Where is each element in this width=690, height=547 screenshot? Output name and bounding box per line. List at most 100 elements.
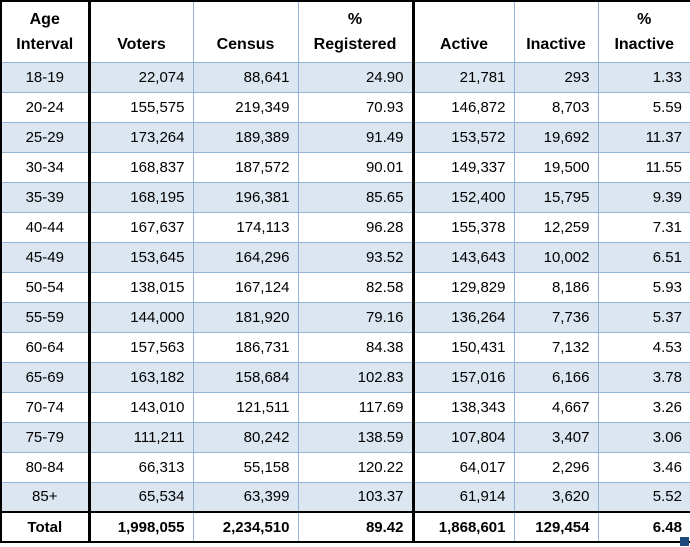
cell-age-interval[interactable]: 70-74 bbox=[0, 391, 91, 423]
cell-pct-inactive[interactable]: 3.26 bbox=[597, 391, 690, 423]
cell-total-census[interactable]: 2,234,510 bbox=[192, 511, 299, 543]
cell-pct-inactive[interactable]: 4.53 bbox=[597, 331, 690, 363]
cell-pct-inactive[interactable]: 9.39 bbox=[597, 181, 690, 213]
cell-age-interval[interactable]: 65-69 bbox=[0, 361, 91, 393]
cell-inactive[interactable]: 10,002 bbox=[513, 241, 599, 273]
cell-active[interactable]: 64,017 bbox=[412, 451, 515, 483]
cell-active[interactable]: 107,804 bbox=[412, 421, 515, 453]
cell-voters[interactable]: 111,211 bbox=[88, 421, 194, 453]
cell-pct-registered[interactable]: 120.22 bbox=[297, 451, 415, 483]
cell-active[interactable]: 21,781 bbox=[412, 61, 515, 93]
cell-pct-inactive[interactable]: 5.52 bbox=[597, 481, 690, 513]
cell-active[interactable]: 138,343 bbox=[412, 391, 515, 423]
cell-pct-inactive[interactable]: 3.78 bbox=[597, 361, 690, 393]
cell-active[interactable]: 152,400 bbox=[412, 181, 515, 213]
cell-census[interactable]: 174,113 bbox=[192, 211, 299, 243]
cell-inactive[interactable]: 293 bbox=[513, 61, 599, 93]
cell-voters[interactable]: 157,563 bbox=[88, 331, 194, 363]
cell-age-interval[interactable]: 30-34 bbox=[0, 151, 91, 183]
header-pct-inactive[interactable]: % Inactive bbox=[597, 0, 690, 63]
cell-active[interactable]: 61,914 bbox=[412, 481, 515, 513]
cell-pct-registered[interactable]: 102.83 bbox=[297, 361, 415, 393]
cell-age-interval[interactable]: 75-79 bbox=[0, 421, 91, 453]
cell-total-pct-registered[interactable]: 89.42 bbox=[297, 511, 415, 543]
cell-active[interactable]: 155,378 bbox=[412, 211, 515, 243]
cell-active[interactable]: 157,016 bbox=[412, 361, 515, 393]
header-pct-registered[interactable]: % Registered bbox=[297, 0, 415, 63]
cell-census[interactable]: 186,731 bbox=[192, 331, 299, 363]
cell-voters[interactable]: 155,575 bbox=[88, 91, 194, 123]
cell-census[interactable]: 80,242 bbox=[192, 421, 299, 453]
cell-inactive[interactable]: 6,166 bbox=[513, 361, 599, 393]
cell-pct-registered[interactable]: 70.93 bbox=[297, 91, 415, 123]
cell-census[interactable]: 88,641 bbox=[192, 61, 299, 93]
cell-age-interval[interactable]: 80-84 bbox=[0, 451, 91, 483]
cell-census[interactable]: 196,381 bbox=[192, 181, 299, 213]
cell-age-interval[interactable]: 50-54 bbox=[0, 271, 91, 303]
cell-census[interactable]: 219,349 bbox=[192, 91, 299, 123]
cell-inactive[interactable]: 19,500 bbox=[513, 151, 599, 183]
cell-age-interval[interactable]: 60-64 bbox=[0, 331, 91, 363]
cell-pct-registered[interactable]: 85.65 bbox=[297, 181, 415, 213]
cell-age-interval[interactable]: 45-49 bbox=[0, 241, 91, 273]
cell-pct-inactive[interactable]: 11.55 bbox=[597, 151, 690, 183]
cell-pct-registered[interactable]: 93.52 bbox=[297, 241, 415, 273]
cell-pct-inactive[interactable]: 1.33 bbox=[597, 61, 690, 93]
cell-active[interactable]: 153,572 bbox=[412, 121, 515, 153]
cell-pct-registered[interactable]: 79.16 bbox=[297, 301, 415, 333]
cell-voters[interactable]: 168,195 bbox=[88, 181, 194, 213]
cell-age-interval[interactable]: 40-44 bbox=[0, 211, 91, 243]
cell-age-interval[interactable]: 20-24 bbox=[0, 91, 91, 123]
cell-census[interactable]: 158,684 bbox=[192, 361, 299, 393]
cell-pct-inactive[interactable]: 5.93 bbox=[597, 271, 690, 303]
cell-voters[interactable]: 144,000 bbox=[88, 301, 194, 333]
cell-voters[interactable]: 173,264 bbox=[88, 121, 194, 153]
cell-inactive[interactable]: 8,703 bbox=[513, 91, 599, 123]
header-inactive[interactable]: Inactive bbox=[513, 0, 599, 63]
cell-age-interval[interactable]: 55-59 bbox=[0, 301, 91, 333]
cell-census[interactable]: 181,920 bbox=[192, 301, 299, 333]
header-census[interactable]: Census bbox=[192, 0, 299, 63]
cell-voters[interactable]: 143,010 bbox=[88, 391, 194, 423]
cell-voters[interactable]: 22,074 bbox=[88, 61, 194, 93]
cell-inactive[interactable]: 12,259 bbox=[513, 211, 599, 243]
cell-active[interactable]: 146,872 bbox=[412, 91, 515, 123]
cell-pct-inactive[interactable]: 5.59 bbox=[597, 91, 690, 123]
cell-inactive[interactable]: 7,736 bbox=[513, 301, 599, 333]
cell-pct-registered[interactable]: 82.58 bbox=[297, 271, 415, 303]
cell-active[interactable]: 143,643 bbox=[412, 241, 515, 273]
cell-voters[interactable]: 138,015 bbox=[88, 271, 194, 303]
cell-total-active[interactable]: 1,868,601 bbox=[412, 511, 515, 543]
cell-inactive[interactable]: 8,186 bbox=[513, 271, 599, 303]
header-age-interval[interactable]: Age Interval bbox=[0, 0, 91, 63]
cell-pct-registered[interactable]: 84.38 bbox=[297, 331, 415, 363]
cell-pct-registered[interactable]: 96.28 bbox=[297, 211, 415, 243]
cell-active[interactable]: 129,829 bbox=[412, 271, 515, 303]
cell-voters[interactable]: 163,182 bbox=[88, 361, 194, 393]
cell-total-label[interactable]: Total bbox=[0, 511, 91, 543]
cell-census[interactable]: 121,511 bbox=[192, 391, 299, 423]
cell-inactive[interactable]: 3,407 bbox=[513, 421, 599, 453]
cell-census[interactable]: 167,124 bbox=[192, 271, 299, 303]
cell-total-inactive[interactable]: 129,454 bbox=[513, 511, 599, 543]
cell-census[interactable]: 55,158 bbox=[192, 451, 299, 483]
cell-census[interactable]: 63,399 bbox=[192, 481, 299, 513]
cell-age-interval[interactable]: 18-19 bbox=[0, 61, 91, 93]
cell-pct-inactive[interactable]: 7.31 bbox=[597, 211, 690, 243]
cell-pct-registered[interactable]: 90.01 bbox=[297, 151, 415, 183]
cell-pct-registered[interactable]: 24.90 bbox=[297, 61, 415, 93]
cell-pct-registered[interactable]: 103.37 bbox=[297, 481, 415, 513]
cell-inactive[interactable]: 4,667 bbox=[513, 391, 599, 423]
cell-age-interval[interactable]: 35-39 bbox=[0, 181, 91, 213]
cell-pct-registered[interactable]: 138.59 bbox=[297, 421, 415, 453]
cell-pct-inactive[interactable]: 3.06 bbox=[597, 421, 690, 453]
cell-pct-registered[interactable]: 117.69 bbox=[297, 391, 415, 423]
cell-pct-registered[interactable]: 91.49 bbox=[297, 121, 415, 153]
cell-age-interval[interactable]: 85+ bbox=[0, 481, 91, 513]
cell-total-voters[interactable]: 1,998,055 bbox=[88, 511, 194, 543]
cell-active[interactable]: 150,431 bbox=[412, 331, 515, 363]
header-voters[interactable]: Voters bbox=[88, 0, 194, 63]
cell-pct-inactive[interactable]: 6.51 bbox=[597, 241, 690, 273]
cell-pct-inactive[interactable]: 5.37 bbox=[597, 301, 690, 333]
cell-total-pct-inactive[interactable]: 6.48 bbox=[597, 511, 690, 543]
